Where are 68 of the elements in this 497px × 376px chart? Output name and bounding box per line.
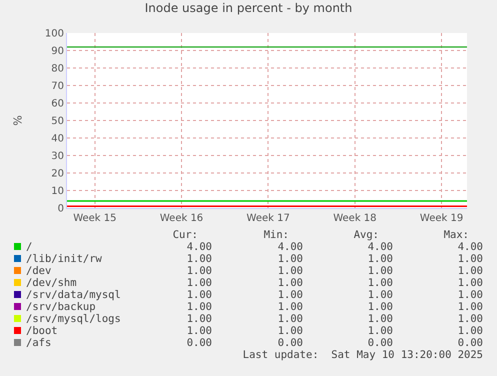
y-axis-title: % xyxy=(12,115,25,126)
text: Last update: Sat May 10 13:20:00 2025 xyxy=(242,349,483,361)
y-tick-label: 100 xyxy=(44,28,64,40)
text: Cur: xyxy=(172,229,198,241)
x-tick-label: Week 18 xyxy=(333,213,377,224)
text: 1.00 xyxy=(368,277,393,289)
x-tick-label: Week 15 xyxy=(73,213,117,224)
text: 1.00 xyxy=(458,313,483,325)
legend-label: /dev/shm xyxy=(26,277,77,289)
y-tick-label: 20 xyxy=(51,168,64,180)
text: 1.00 xyxy=(186,277,212,289)
legend-label: /srv/data/mysql xyxy=(26,289,121,301)
y-tick-label: 60 xyxy=(51,98,64,110)
text: Min: xyxy=(264,229,289,241)
y-tick-label: 10 xyxy=(51,186,64,197)
x-tick-label: Week 19 xyxy=(420,213,464,224)
y-tick-label: 30 xyxy=(51,151,64,162)
text: 1.00 xyxy=(186,253,212,265)
text: 1.00 xyxy=(458,325,483,337)
text: 1.00 xyxy=(278,313,303,325)
text: 1.00 xyxy=(368,301,393,313)
text: 4.00 xyxy=(186,241,212,253)
text: 1.00 xyxy=(278,325,303,337)
y-tick-label: 70 xyxy=(51,81,64,92)
text: 1.00 xyxy=(368,325,393,337)
y-tick-label: 40 xyxy=(51,134,64,144)
text: Max: xyxy=(444,229,469,241)
chart-title: Inode usage in percent - by month xyxy=(144,0,352,15)
text: 1.00 xyxy=(278,289,303,301)
text: 1.00 xyxy=(278,265,303,277)
legend-label: /srv/mysql/logs xyxy=(26,313,121,325)
text: 1.00 xyxy=(278,277,303,289)
legend-label: /afs xyxy=(26,337,52,349)
text: 1.00 xyxy=(368,313,393,325)
text: 1.00 xyxy=(458,301,483,313)
text: 0.00 xyxy=(458,337,483,349)
y-tick-label: 50 xyxy=(51,116,64,127)
text: 4.00 xyxy=(368,241,393,253)
text: 1.00 xyxy=(458,265,483,277)
y-tick-label: 0 xyxy=(58,204,64,214)
text: 4.00 xyxy=(458,241,483,253)
text: 0.00 xyxy=(368,337,393,349)
text: 1.00 xyxy=(186,325,212,337)
y-tick-label: 80 xyxy=(51,64,64,74)
text: 0.00 xyxy=(278,337,303,349)
text: 1.00 xyxy=(186,289,212,301)
legend-label: / xyxy=(26,241,32,253)
text: 1.00 xyxy=(368,265,393,277)
text: 1.00 xyxy=(458,289,483,301)
text: 1.00 xyxy=(458,277,483,289)
y-tick-label: 90 xyxy=(51,46,64,57)
x-tick-label: Week 16 xyxy=(160,213,204,224)
text: 1.00 xyxy=(368,289,393,301)
text: 1.00 xyxy=(278,301,303,313)
text: 1.00 xyxy=(186,313,212,325)
legend-label: /srv/backup xyxy=(26,301,96,313)
text: 1.00 xyxy=(186,265,212,277)
text: Avg: xyxy=(354,229,379,241)
legend-label: /dev xyxy=(26,265,52,277)
legend-label: /boot xyxy=(26,325,58,337)
text: 1.00 xyxy=(278,253,303,265)
legend-label: /lib/init/rw xyxy=(26,253,102,265)
text: 1.00 xyxy=(458,253,483,265)
text: 1.00 xyxy=(186,301,212,313)
x-tick-label: Week 17 xyxy=(246,213,290,224)
text: 1.00 xyxy=(368,253,393,265)
text: 0.00 xyxy=(186,337,212,349)
text: 4.00 xyxy=(278,241,303,253)
